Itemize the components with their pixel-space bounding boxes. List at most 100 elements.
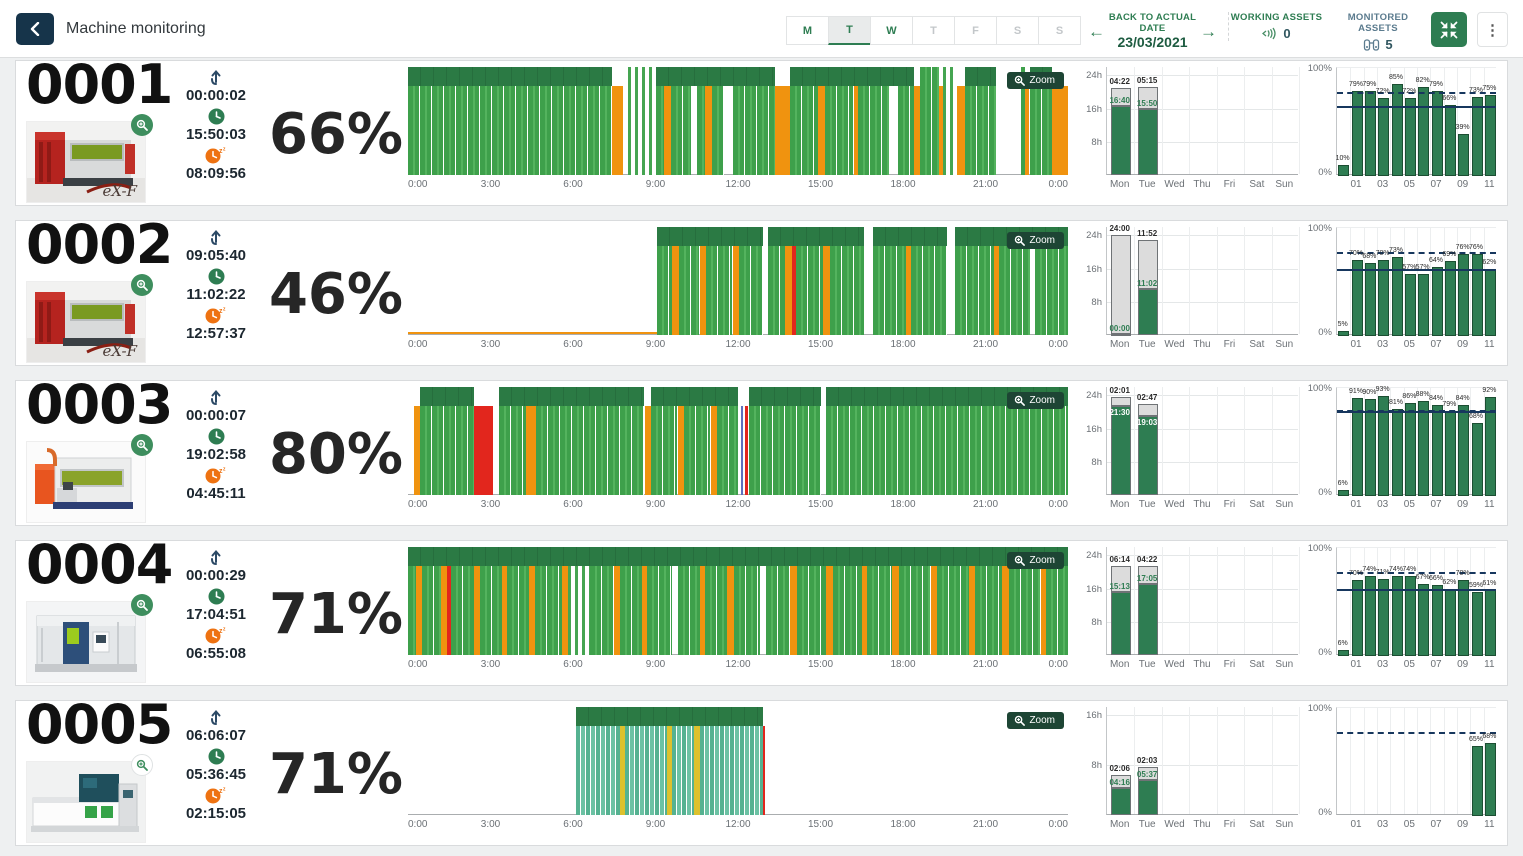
magnifier-icon xyxy=(1014,555,1026,566)
timeline-zoom-button[interactable]: Zoom xyxy=(1007,392,1064,409)
image-zoom-badge-icon[interactable] xyxy=(131,594,153,616)
day-button-0-M[interactable]: M xyxy=(786,16,829,45)
image-zoom-badge-icon[interactable] xyxy=(131,754,153,776)
weekly-day-label: Sat xyxy=(1249,499,1265,510)
timeline-cap-segment xyxy=(964,67,997,86)
weekly-day-separator xyxy=(1244,227,1246,334)
day-button-3-T[interactable]: T xyxy=(912,16,955,45)
monthly-tick-label: 11 xyxy=(1484,499,1495,510)
monthly-bar xyxy=(1484,95,1496,176)
weekly-day-separator xyxy=(1299,67,1300,174)
monthly-separator xyxy=(1443,228,1445,334)
monthly-bar xyxy=(1338,165,1350,176)
monthly-separator xyxy=(1403,388,1405,494)
image-zoom-badge-icon[interactable] xyxy=(131,434,153,456)
machine-image[interactable]: eX-F xyxy=(26,274,153,363)
timeline-zoom-button[interactable]: Zoom xyxy=(1007,232,1064,249)
monthly-bar-label: 72% xyxy=(1375,88,1390,96)
weekly-axis-label: 8h xyxy=(1091,296,1102,308)
monthly-separator xyxy=(1457,68,1458,174)
weekly-gridline xyxy=(1107,715,1298,717)
timeline-segment-setup xyxy=(784,246,792,335)
timeline-segment-setup xyxy=(956,86,965,175)
day-button-5-S[interactable]: S xyxy=(996,16,1039,45)
weekly-bar-extra xyxy=(1110,87,1131,106)
more-options-button[interactable]: ⋮ xyxy=(1477,12,1508,47)
weekly-gridline xyxy=(1107,395,1298,397)
timeline-zoom-button[interactable]: Zoom xyxy=(1007,552,1064,569)
monthly-bar-label: 76% xyxy=(1455,243,1470,251)
monthly-bar xyxy=(1404,576,1416,656)
timeline-axis-label: 6:00 xyxy=(563,499,583,510)
image-zoom-badge-icon[interactable] xyxy=(131,274,153,296)
monthly-bar xyxy=(1364,262,1376,336)
weekly-day-separator xyxy=(1134,547,1136,654)
weekly-hours-chart: 24h 16h 8h Mon Tue Wed Thu Fri Sat Sun 06:14 15:13 0… xyxy=(1076,541,1304,687)
timeline-zoom-button[interactable]: Zoom xyxy=(1007,712,1064,729)
weekly-day-separator xyxy=(1134,387,1136,494)
machine-timers: 06:06:07 05:36:45 z z 02:15:05 xyxy=(166,705,266,822)
timeline-axis-label: 3:00 xyxy=(480,499,501,510)
timeline-segment-setup xyxy=(727,566,734,655)
day-button-2-W[interactable]: W xyxy=(870,16,913,45)
monthly-separator xyxy=(1470,548,1472,654)
day-button-1-T[interactable]: T xyxy=(828,16,871,45)
timeline-axis-label: 0:00 xyxy=(1048,499,1068,510)
timeline-segment-setup xyxy=(1025,86,1030,175)
monthly-bar xyxy=(1418,583,1430,656)
weekly-day-label: Sat xyxy=(1249,659,1265,670)
utilization-percent: 66% xyxy=(268,101,404,167)
machine-off-icon xyxy=(166,708,266,726)
weekly-gridline xyxy=(1107,268,1298,270)
image-zoom-badge-icon[interactable] xyxy=(131,114,153,136)
machine-image[interactable] xyxy=(26,594,153,683)
zoom-button-label: Zoom xyxy=(1029,395,1055,406)
utilization-percent: 80% xyxy=(268,421,404,487)
timeline-axis-label: 15:00 xyxy=(807,339,834,350)
monthly-bar xyxy=(1351,397,1363,496)
weekly-bar-extra xyxy=(1138,239,1159,290)
timeline-segment-run xyxy=(408,547,417,655)
timeline-zoom-button[interactable]: Zoom xyxy=(1007,72,1064,89)
monthly-bar xyxy=(1378,260,1390,336)
running-time: 15:50:03 xyxy=(185,126,247,143)
day-button-6-S[interactable]: S xyxy=(1038,16,1081,45)
weekly-bar-run xyxy=(1110,105,1131,175)
working-assets-value: 0 xyxy=(1283,26,1291,41)
monthly-separator xyxy=(1483,548,1485,654)
clock-running-icon xyxy=(166,107,266,125)
weekly-axis-label: 24h xyxy=(1086,70,1102,82)
monthly-separator xyxy=(1377,68,1378,174)
machine-photo-red-exf xyxy=(27,282,145,362)
weekly-gridline xyxy=(1107,621,1298,623)
monthly-separator xyxy=(1390,548,1392,654)
back-button[interactable] xyxy=(16,13,54,45)
svg-text:z: z xyxy=(219,628,223,635)
running-time: 19:02:58 xyxy=(185,446,247,463)
machine-image[interactable]: eX-F xyxy=(26,114,153,203)
collapse-all-button[interactable] xyxy=(1431,12,1467,47)
day-button-4-F[interactable]: F xyxy=(954,16,997,45)
timeline-segment-setup xyxy=(710,406,718,495)
machine-image[interactable] xyxy=(26,434,153,523)
zoom-button-label: Zoom xyxy=(1029,235,1055,246)
machine-image[interactable] xyxy=(26,754,153,843)
weekly-extra-label: 02:47 xyxy=(1136,393,1158,403)
date-block[interactable]: BACK TO ACTUAL DATE 23/03/2021 xyxy=(1108,12,1197,50)
timeline-axis-label: 0:00 xyxy=(408,819,428,830)
monthly-tick-label: 03 xyxy=(1377,499,1389,510)
weekly-run-label: 17:05 xyxy=(1136,574,1158,584)
next-day-arrow[interactable]: → xyxy=(1197,21,1220,42)
off-time: 00:00:29 xyxy=(185,567,247,584)
monthly-separator xyxy=(1417,388,1418,494)
svg-text:z: z xyxy=(219,308,223,315)
date-navigation: ← BACK TO ACTUAL DATE 23/03/2021 → xyxy=(1085,12,1220,50)
monthly-bar-label: 91% xyxy=(1348,387,1364,395)
prev-day-arrow[interactable]: ← xyxy=(1085,21,1108,42)
weekly-bar-extra xyxy=(1138,87,1159,110)
weekly-bar-run xyxy=(1138,779,1159,815)
